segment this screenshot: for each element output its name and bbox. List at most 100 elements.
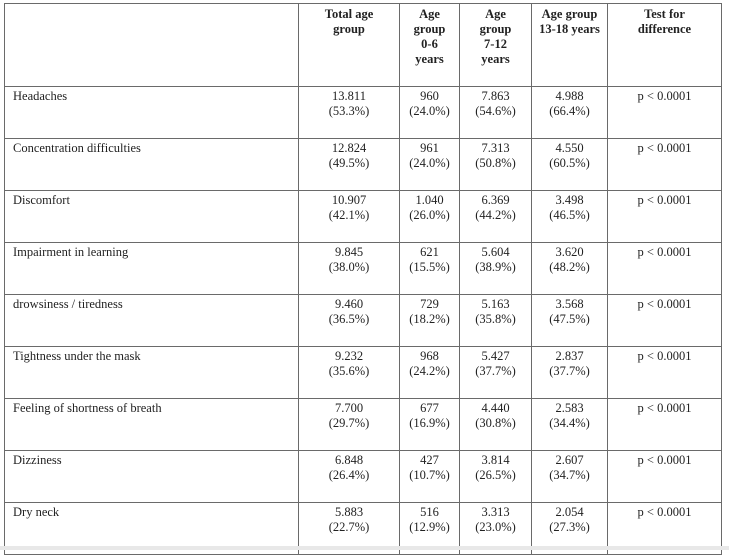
count-value: 3.498 <box>555 193 584 207</box>
count-value: 3.620 <box>555 245 584 259</box>
table-row: Tightness under the mask 9.232 (35.6%) 968(… <box>4 346 722 399</box>
bottom-scroll-edge <box>0 546 729 550</box>
age-13-18-cell: 3.620 (48.2%) <box>531 242 608 295</box>
symptom-label: Concentration difficulties <box>4 138 299 191</box>
symptom-label: Headaches <box>4 86 299 139</box>
symptom-label: Tightness under the mask <box>4 346 299 399</box>
age-13-18-cell: 3.498 (46.5%) <box>531 190 608 243</box>
count-value: 677 <box>420 401 439 415</box>
percent-value: (48.2%) <box>549 260 590 274</box>
percent-value: (34.7%) <box>549 468 590 482</box>
count-value: 9.845 <box>334 245 364 259</box>
age-0-6-cell: 729 (18.2%) <box>399 294 460 347</box>
percent-value: (12.9%) <box>409 520 450 534</box>
age-7-12-cell: 7.313 (50.8%) <box>459 138 532 191</box>
symptom-label: Discomfort <box>4 190 299 243</box>
count-value: 9.232 <box>334 349 364 363</box>
count-value: 2.054 <box>555 505 584 519</box>
age-7-12-cell: 5.163 (35.8%) <box>459 294 532 347</box>
count-value: 5.427 <box>481 349 510 363</box>
total-cell: 7.700 (29.7%) <box>298 398 400 451</box>
percent-value: (36.5%) <box>328 312 370 326</box>
percent-value: (22.7%) <box>328 520 370 534</box>
total-cell: 9.460 (36.5%) <box>298 294 400 347</box>
percent-value: (26.0%) <box>409 208 450 222</box>
age-13-18-cell: 2.583 (34.4%) <box>531 398 608 451</box>
count-value: 12.824 <box>331 141 367 155</box>
age-0-6-cell: 960 (24.0%) <box>399 86 460 139</box>
count-value: 2.583 <box>555 401 584 415</box>
age-13-18-cell: 4.550 (60.5%) <box>531 138 608 191</box>
count-value: 1.040 <box>415 193 444 207</box>
percent-value: (24.0%) <box>409 104 450 118</box>
percent-value: (27.3%) <box>549 520 590 534</box>
table-row: Headaches 13.811 (53.3%) 960 (24.0%) 7.863 (54… <box>4 86 722 139</box>
total-cell: 6.848 (26.4%) <box>298 450 400 503</box>
percent-value: (50.8%) <box>475 156 516 170</box>
percent-value: (10.7%) <box>409 468 450 482</box>
header-test: Test for difference <box>607 3 722 87</box>
percent-value: (35.8%) <box>475 312 516 326</box>
p-value-cell: p < 0.0001 <box>607 190 722 243</box>
age-7-12-cell: 4.440 (30.8%) <box>459 398 532 451</box>
count-value: 961 <box>420 141 439 155</box>
count-value: 7.863 <box>481 89 510 103</box>
table-row: Feeling of shortness of breath 7.700 (29.7… <box>4 398 722 451</box>
p-value-cell: p < 0.0001 <box>607 294 722 347</box>
percent-value: (54.6%) <box>475 104 516 118</box>
count-value: 729 <box>420 297 439 311</box>
header-symptom <box>4 3 299 87</box>
count-value: 4.440 <box>481 401 510 415</box>
symptom-label: Feeling of shortness of breath <box>4 398 299 451</box>
age-0-6-cell: 961 (24.0%) <box>399 138 460 191</box>
count-value: 4.988 <box>555 89 584 103</box>
age-13-18-cell: 4.988 (66.4%) <box>531 86 608 139</box>
p-value-cell: p < 0.0001 <box>607 138 722 191</box>
age-0-6-cell: 427 (10.7%) <box>399 450 460 503</box>
percent-value: (37.7%) <box>549 364 590 378</box>
symptom-label: Dizziness <box>4 450 299 503</box>
age-0-6-cell: 968 (24.2%) <box>399 346 460 399</box>
symptoms-table: Total age group Age group 0-6 years Age … <box>4 3 722 555</box>
total-cell: 13.811 (53.3%) <box>298 86 400 139</box>
percent-value: (49.5%) <box>328 156 370 170</box>
percent-value: (29.7%) <box>328 416 370 430</box>
count-value: 7.313 <box>481 141 510 155</box>
count-value: 9.460 <box>334 297 364 311</box>
age-7-12-cell: 3.814 (26.5%) <box>459 450 532 503</box>
table-header-row: Total age group Age group 0-6 years Age … <box>4 3 722 87</box>
percent-value: (66.4%) <box>549 104 590 118</box>
age-13-18-cell: 2.607 (34.7%) <box>531 450 608 503</box>
p-value-cell: p < 0.0001 <box>607 86 722 139</box>
table-row: drowsiness / tiredness 9.460 (36.5%) 729 (18… <box>4 294 722 347</box>
p-value-cell: p < 0.0001 <box>607 242 722 295</box>
header-age-13-18: Age group 13-18 years <box>531 3 608 87</box>
percent-value: (44.2%) <box>475 208 516 222</box>
count-value: 5.883 <box>334 505 364 519</box>
count-value: 6.369 <box>481 193 510 207</box>
count-value: 3.814 <box>481 453 510 467</box>
percent-value: (24.2%) <box>409 364 450 378</box>
percent-value: (38.9%) <box>475 260 516 274</box>
percent-value: (26.5%) <box>475 468 516 482</box>
count-value: 2.837 <box>555 349 584 363</box>
percent-value: (47.5%) <box>549 312 590 326</box>
percent-value: (37.7%) <box>475 364 516 378</box>
symptom-label: drowsiness / tiredness <box>4 294 299 347</box>
percent-value: (24.0%) <box>409 156 450 170</box>
percent-value: (46.5%) <box>549 208 590 222</box>
age-0-6-cell: 1.040 (26.0%) <box>399 190 460 243</box>
total-cell: 9.845 (38.0%) <box>298 242 400 295</box>
count-value: 3.568 <box>555 297 584 311</box>
p-value-cell: p < 0.0001 <box>607 398 722 451</box>
percent-value: (16.9%) <box>409 416 450 430</box>
age-7-12-cell: 5.427 (37.7%) <box>459 346 532 399</box>
age-0-6-cell: 621 (15.5%) <box>399 242 460 295</box>
table-body: Headaches 13.811 (53.3%) 960 (24.0%) 7.863 (54… <box>4 86 722 555</box>
count-value: 13.811 <box>332 89 366 103</box>
total-cell: 12.824 (49.5%) <box>298 138 400 191</box>
count-value: 5.604 <box>481 245 510 259</box>
table-row: Dizziness 6.848 (26.4%) 427 (10.7%) 3.814 (26.… <box>4 450 722 503</box>
percent-value: (42.1%) <box>328 208 370 222</box>
count-value: 6.848 <box>334 453 364 467</box>
